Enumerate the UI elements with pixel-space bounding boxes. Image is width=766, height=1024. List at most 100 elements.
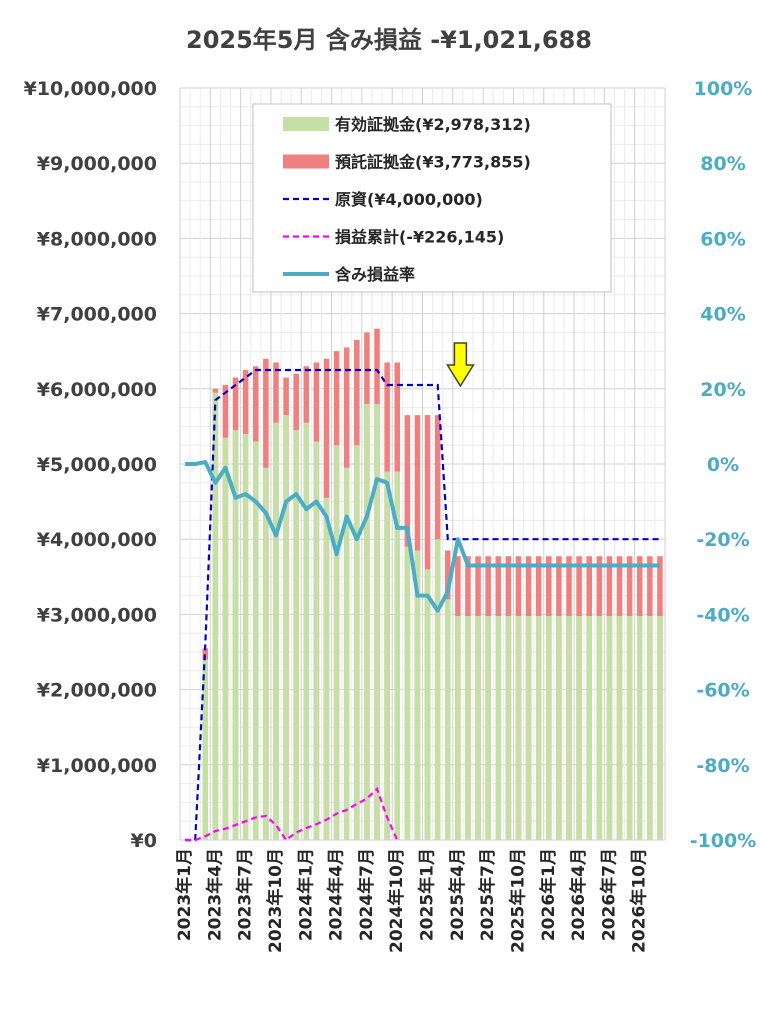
series-lines bbox=[185, 368, 660, 842]
bar-equity bbox=[293, 430, 299, 840]
chart-title: 2025年5月 含み損益 -¥1,021,688 bbox=[186, 26, 592, 54]
y-right-tick: 40% bbox=[700, 304, 745, 326]
x-tick: 2024年7月 bbox=[356, 848, 377, 941]
y-right-tick: 60% bbox=[700, 228, 745, 250]
bar-equity bbox=[323, 497, 330, 840]
bar-equity bbox=[364, 403, 370, 840]
legend-box bbox=[252, 103, 612, 293]
bar-equity bbox=[515, 616, 522, 840]
right-axis: -100% -80% -60% -40% -20% 0% 20% 40% 60% 80% 100% bbox=[690, 78, 757, 852]
bar-equity bbox=[525, 616, 532, 840]
bar-equity bbox=[606, 616, 613, 840]
x-tick: 2025年10月 bbox=[507, 848, 528, 953]
bar-equity bbox=[434, 539, 441, 840]
bar-equity bbox=[556, 616, 562, 840]
x-tick: 2025年4月 bbox=[447, 848, 468, 941]
y-left-tick: ¥4,000,000 bbox=[37, 529, 157, 551]
x-tick: 2023年10月 bbox=[265, 848, 286, 953]
x-tick: 2026年7月 bbox=[598, 848, 619, 941]
y-right-tick: 100% bbox=[694, 78, 753, 100]
x-tick: 2023年1月 bbox=[174, 848, 195, 941]
bar-equity bbox=[475, 616, 481, 840]
bar-equity bbox=[485, 616, 491, 840]
down-arrow-icon bbox=[446, 342, 475, 388]
bar-equity bbox=[242, 433, 249, 840]
bar-equity bbox=[596, 616, 603, 840]
y-right-tick: -40% bbox=[696, 604, 749, 626]
bar-equity bbox=[586, 616, 592, 840]
x-tick: 2023年4月 bbox=[204, 848, 225, 941]
y-right-tick: -100% bbox=[690, 830, 757, 852]
bar-equity bbox=[404, 546, 411, 840]
line-unrealized-rate bbox=[185, 460, 660, 613]
bar-equity bbox=[616, 616, 623, 840]
bar-equity bbox=[444, 599, 451, 840]
bar-equity bbox=[495, 616, 502, 840]
y-left-tick: ¥9,000,000 bbox=[37, 153, 157, 175]
x-tick: 2025年7月 bbox=[477, 848, 498, 941]
bar-equity bbox=[657, 616, 663, 840]
bar-equity bbox=[343, 467, 350, 840]
y-right-tick: -60% bbox=[696, 680, 749, 702]
annotation bbox=[446, 342, 475, 388]
legend-swatch bbox=[283, 117, 329, 131]
y-left-tick: ¥6,000,000 bbox=[37, 379, 157, 401]
bar-equity bbox=[374, 403, 380, 840]
bar-equity bbox=[273, 422, 279, 840]
bar-equity bbox=[636, 616, 643, 840]
bar-equity bbox=[384, 471, 390, 840]
legend-label: 有効証拠金(¥2,978,312) bbox=[335, 115, 531, 134]
legend: 有効証拠金(¥2,978,312) 預託証拠金(¥3,773,855) 原資(¥4,… bbox=[252, 103, 612, 293]
y-right-tick: 80% bbox=[700, 153, 745, 175]
y-right-tick: -20% bbox=[696, 529, 749, 551]
y-left-tick: ¥3,000,000 bbox=[37, 604, 157, 626]
bar-equity bbox=[546, 616, 552, 840]
bar-equity bbox=[535, 616, 542, 840]
bar-equity bbox=[232, 430, 239, 840]
y-left-tick: ¥1,000,000 bbox=[37, 755, 157, 777]
bar-equity bbox=[566, 616, 572, 840]
line-capital bbox=[185, 368, 660, 842]
legend-label: 原資(¥4,000,000) bbox=[335, 190, 483, 209]
bar-equity bbox=[313, 441, 320, 840]
x-axis: 2023年1月 2023年4月 2023年7月 2023年10月 2024年1月 2024… bbox=[174, 848, 650, 953]
y-right-tick: 20% bbox=[700, 379, 745, 401]
bar-equity bbox=[647, 616, 653, 840]
y-left-tick: ¥5,000,000 bbox=[37, 454, 157, 476]
bar-equity bbox=[263, 467, 269, 840]
legend-label: 損益累計(-¥226,145) bbox=[335, 228, 504, 247]
x-tick: 2024年4月 bbox=[326, 848, 347, 941]
bar-equity bbox=[576, 616, 582, 840]
bar-equity bbox=[354, 445, 360, 840]
y-right-tick: -80% bbox=[696, 755, 749, 777]
bar-equity bbox=[222, 437, 229, 840]
x-tick: 2024年1月 bbox=[295, 848, 316, 941]
bar-equity bbox=[283, 415, 289, 840]
bar-equity bbox=[303, 422, 310, 840]
bar-equity bbox=[414, 550, 421, 840]
x-tick: 2026年1月 bbox=[538, 848, 559, 941]
legend-swatch bbox=[283, 154, 329, 169]
bar-equity bbox=[253, 441, 259, 840]
bar-equity bbox=[424, 569, 431, 840]
bar-equity bbox=[455, 616, 461, 840]
left-axis: ¥0 ¥1,000,000 ¥2,000,000 ¥3,000,000 ¥4,000,0… bbox=[24, 78, 157, 852]
y-left-tick: ¥7,000,000 bbox=[37, 304, 157, 326]
bar-equity bbox=[505, 616, 512, 840]
legend-label: 預託証拠金(¥3,773,855) bbox=[335, 153, 531, 172]
line-cumulative-pnl bbox=[185, 786, 399, 842]
x-tick: 2026年4月 bbox=[568, 848, 589, 941]
y-left-tick: ¥2,000,000 bbox=[37, 680, 157, 702]
y-left-tick: ¥10,000,000 bbox=[24, 78, 157, 100]
x-tick: 2025年1月 bbox=[417, 848, 438, 941]
y-left-tick: ¥0 bbox=[131, 830, 157, 852]
bar-equity bbox=[202, 659, 209, 840]
legend-label: 含み損益率 bbox=[335, 265, 415, 284]
bar-equity bbox=[626, 616, 633, 840]
x-tick: 2026年10月 bbox=[629, 848, 650, 953]
y-left-tick: ¥8,000,000 bbox=[37, 228, 157, 250]
x-tick: 2023年7月 bbox=[235, 848, 256, 941]
y-right-tick: 0% bbox=[707, 454, 739, 476]
bar-equity bbox=[212, 392, 219, 840]
